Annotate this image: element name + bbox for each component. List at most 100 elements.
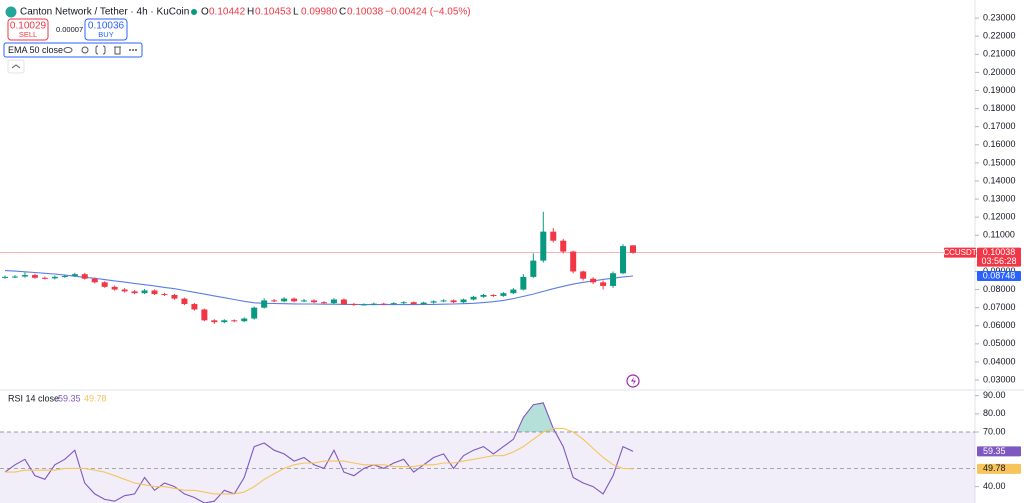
candle-body [141,290,148,294]
candle-body [171,294,178,299]
rsi-title: RSI 14 close [8,393,59,403]
background-layer: 0.23000 0.22000 0.21000 0.20000 0.19000 0.180… [0,12,1016,503]
ohlc-key: H [247,7,254,18]
y-tick-label: 70.00 [983,426,1006,436]
candle-body [71,274,78,276]
candle-body [340,299,347,305]
y-tick-label: 0.21000 [983,49,1016,59]
source-icon[interactable] [95,45,106,55]
ohlc-value: 0.10442 [209,7,246,18]
ohlc-key: C [339,7,346,18]
y-tick-label: 0.07000 [983,302,1016,312]
candle-body [560,240,567,252]
market-status [191,9,197,15]
candle-body [580,271,587,279]
y-tick-label: 40.00 [983,481,1006,491]
candle-body [440,300,447,302]
symbol-label: CCUSDT [943,248,976,257]
y-tick-label: 0.20000 [983,67,1016,77]
sell-button[interactable] [7,18,49,41]
rsi-line [4,402,634,503]
eye-icon[interactable] [63,47,73,53]
collapse-icon [11,64,21,69]
candle-body [51,276,58,279]
y-tick-label: 0.22000 [983,31,1016,41]
y-tick-label: 0.11000 [983,230,1015,240]
candle-body [251,307,258,319]
candle-body [41,277,48,279]
settings-icon[interactable] [81,46,89,54]
last-price-label: 0.10038 [983,247,1016,257]
y-tick-label: 0.05000 [983,338,1016,348]
price-box [977,247,1021,267]
candle-body [231,320,238,322]
candle-body [211,320,218,323]
candle-body [430,301,437,303]
candle-body [480,294,487,297]
candle-body [390,303,397,305]
y-tick-label: 0.06000 [983,320,1016,330]
candle-body [630,245,636,253]
ohlc-legend: O 0.10442 H 0.10453 L 0.09980 C 0.10038 −0.00424… [201,7,471,18]
candle-body [490,294,497,296]
candle-body [261,300,268,308]
candle-body [520,276,527,290]
delete-icon[interactable] [114,46,121,55]
candle-body [410,302,417,305]
sell-label: SELL [19,30,37,39]
candle-body [570,251,577,272]
buy-price: 0.10036 [88,21,125,32]
y-tick-label: 0.19000 [983,85,1016,95]
candle-body [61,275,68,277]
candle-body [470,296,477,300]
candle-body [121,289,128,292]
collapse-button[interactable] [7,59,25,74]
candle-body [191,304,198,310]
ohlc-key: L [293,7,299,18]
change: −0.00424 (−4.05%) [385,7,471,18]
spread: 0.00007 [56,25,83,34]
y-tick-label: 0.23000 [983,12,1016,22]
candle-body [320,302,327,304]
symbol-box [944,247,976,258]
rsi-ma-value: 49.78 [84,393,107,403]
candle-body [610,273,617,286]
ema-legend: EMA 50 close [8,45,63,55]
rsi-value: 59.35 [58,393,81,403]
y-tick-label: 0.15000 [983,157,1016,167]
candle-body [81,274,88,279]
data-layer [2,211,636,503]
y-tick-label: 0.12000 [983,212,1016,222]
candle-body [350,304,357,306]
y-tick-label: 0.17000 [983,121,1016,131]
y-tick-label: 0.08000 [983,284,1016,294]
rsi-value-box [977,446,1021,457]
coin-logo [5,6,17,18]
event-bolt [631,377,636,385]
buy-label: BUY [98,30,113,39]
buy-button[interactable] [84,18,128,41]
indicator-legend[interactable] [3,42,143,58]
candle-body [11,276,18,278]
candle-body [91,278,98,283]
candle-body [550,231,557,241]
candle-body [181,298,188,305]
rsi-value-box [977,463,1021,474]
sell-price: 0.10029 [10,21,47,32]
candle-body [131,291,138,294]
candle-body [400,302,407,304]
y-tick-label: 90.00 [983,390,1006,400]
rsi-band [0,432,975,503]
candle-body [21,275,28,277]
candle-body [450,300,457,303]
chart-title: Canton Network / Tether · 4h · KuCoin [20,7,189,18]
candle-body [620,246,627,274]
more-icon[interactable] [129,49,137,51]
ohlc-key: O [201,7,209,18]
candle-body [420,302,427,305]
y-tick-label: 80.00 [983,408,1006,418]
